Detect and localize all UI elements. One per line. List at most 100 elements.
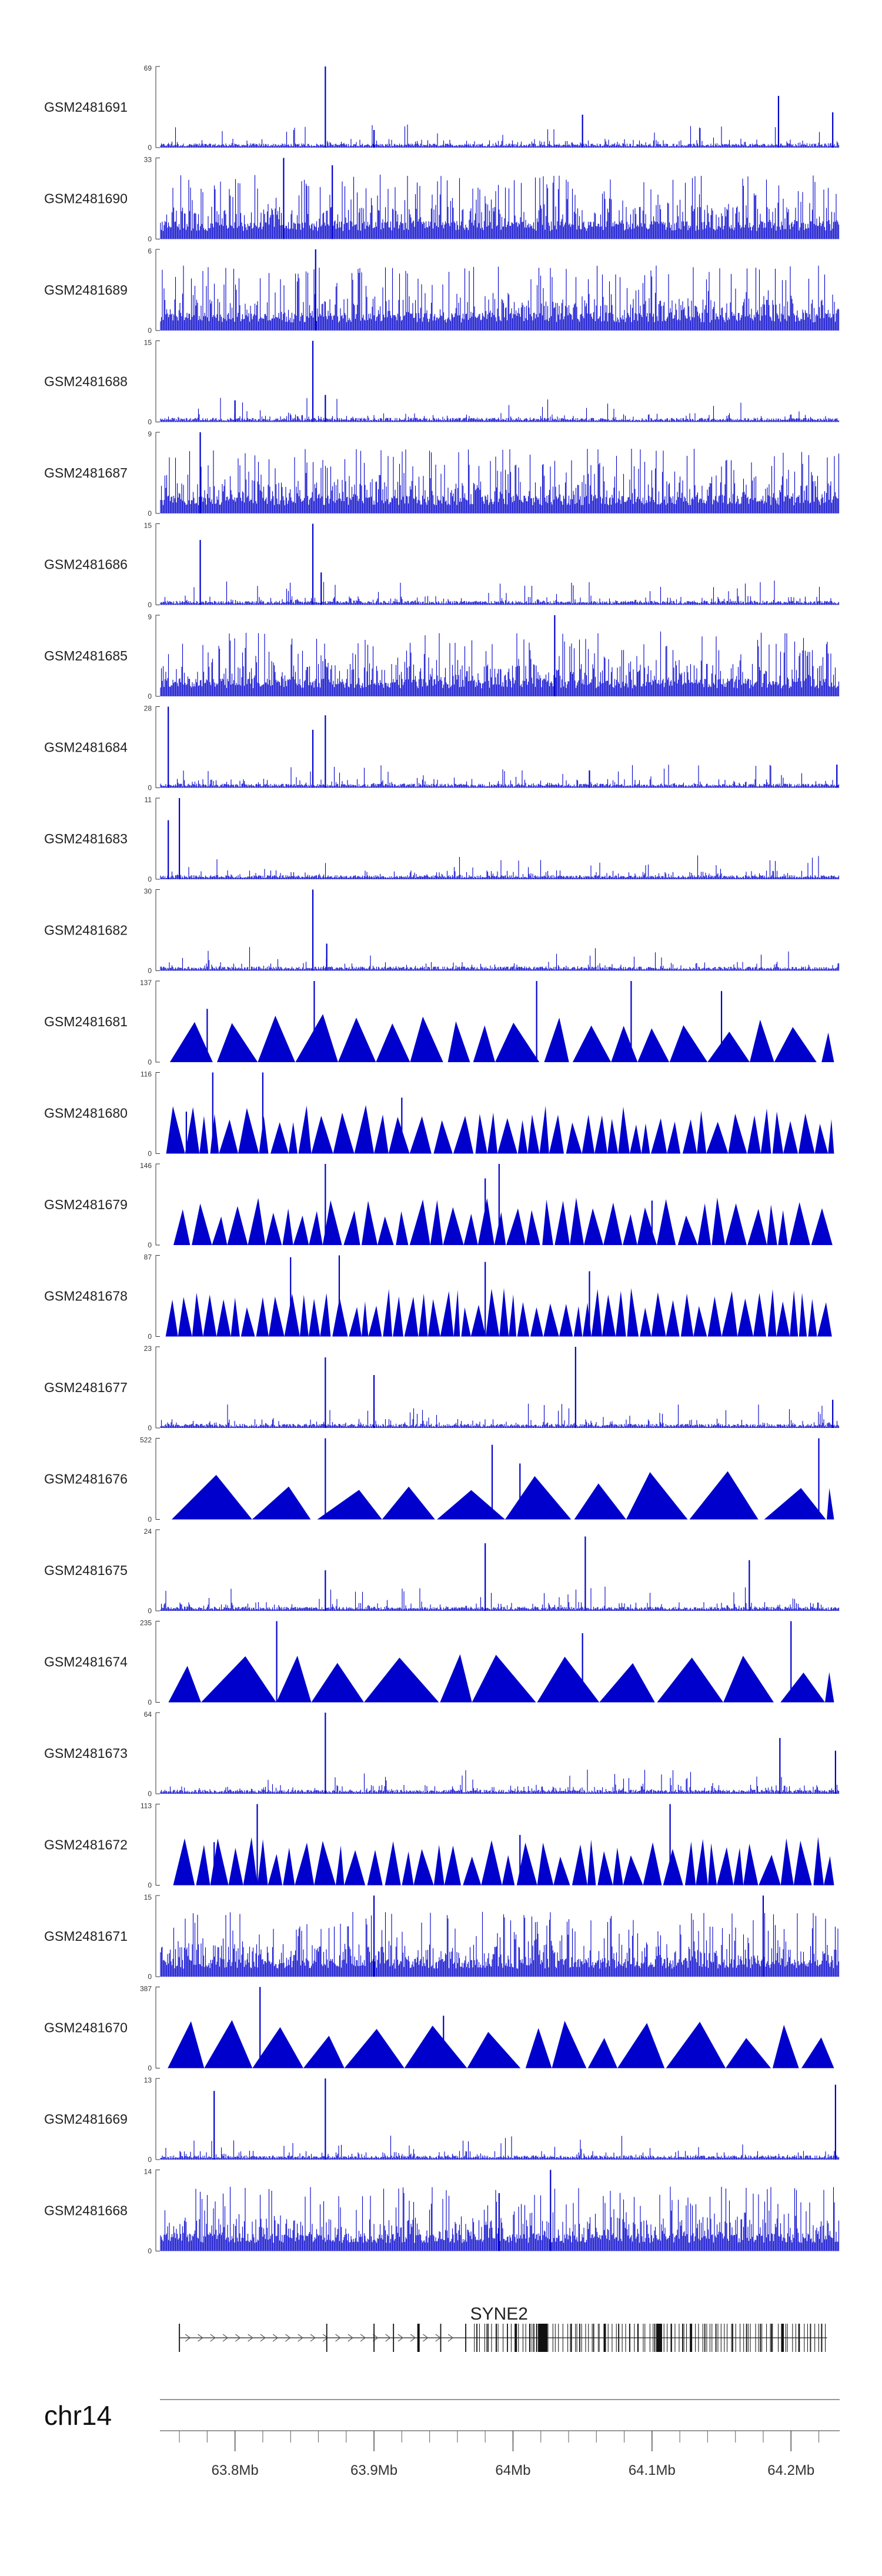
gene-exon — [496, 2324, 497, 2352]
y-max-label: 15 — [144, 339, 152, 347]
y-max-label: 28 — [144, 705, 152, 713]
signal-triangles — [166, 1105, 834, 1154]
gene-exon — [761, 2324, 763, 2352]
strand-arrow — [385, 2334, 391, 2342]
gene-exon — [799, 2324, 800, 2352]
gene-exon — [637, 2324, 638, 2352]
axis-tick-label: 63.8Mb — [212, 2462, 259, 2478]
strand-arrow — [260, 2334, 266, 2342]
gene-exon — [750, 2324, 751, 2352]
gene-exon — [637, 2324, 639, 2352]
gene-exon — [656, 2324, 662, 2352]
gene-exon — [760, 2324, 761, 2352]
y-max-label: 11 — [145, 796, 152, 804]
strand-arrow — [198, 2334, 203, 2342]
gene-exon — [179, 2324, 181, 2352]
gene-exon — [821, 2324, 823, 2352]
strand-arrow — [397, 2334, 403, 2342]
track-GSM2481669: GSM2481669 13 0 — [44, 2076, 840, 2164]
strand-arrow — [222, 2334, 229, 2342]
track-label: GSM2481678 — [44, 1289, 128, 1304]
gene-exon — [510, 2324, 512, 2352]
gene-exon — [326, 2324, 328, 2352]
y-min-label: 0 — [148, 875, 152, 883]
track-GSM2481686: GSM2481686 15 0 — [44, 522, 840, 609]
track-GSM2481680: GSM2481680 116 0 — [44, 1070, 834, 1158]
gene-exon — [792, 2324, 793, 2352]
signal-triangles — [168, 2020, 834, 2068]
gene-exon — [807, 2324, 808, 2352]
signal-triangles — [165, 1288, 832, 1337]
track-label: GSM2481690 — [44, 191, 128, 206]
track-GSM2481679: GSM2481679 146 0 — [44, 1162, 833, 1249]
gene-exon — [814, 2324, 816, 2352]
genome-axis: chr14 63.8Mb 63.9Mb 64Mb 64.1Mb 64.2Mb — [44, 2399, 840, 2478]
gene-exon — [690, 2324, 691, 2352]
gene-exon — [670, 2324, 671, 2352]
track-GSM2481688: GSM2481688 15 0 — [44, 339, 840, 426]
gene-exon — [486, 2324, 487, 2352]
track-label: GSM2481676 — [44, 1471, 128, 1487]
y-max-label: 64 — [144, 1710, 152, 1719]
signal-bars — [160, 1770, 840, 1794]
gene-exon — [743, 2324, 744, 2352]
track-label: GSM2481687 — [44, 465, 128, 481]
gene-exon — [698, 2324, 699, 2352]
track-label: GSM2481685 — [44, 648, 128, 663]
gene-exon — [479, 2324, 480, 2352]
signal-bars — [160, 1586, 840, 1611]
track-GSM2481668: GSM2481668 14 0 — [44, 2168, 840, 2255]
gene-exon — [644, 2324, 646, 2352]
y-min-label: 0 — [148, 1973, 152, 1981]
strand-arrow — [185, 2334, 191, 2342]
gene-exon — [538, 2324, 548, 2352]
gene-exon — [622, 2324, 623, 2352]
gene-exon — [747, 2324, 749, 2352]
y-min-label: 0 — [148, 2155, 152, 2164]
strand-arrow — [447, 2334, 454, 2342]
gene-exon — [810, 2324, 811, 2352]
strand-arrow — [235, 2334, 241, 2342]
y-max-label: 116 — [141, 1070, 152, 1079]
y-min-label: 0 — [148, 144, 152, 152]
gene-exon — [514, 2324, 516, 2352]
gene-exon — [373, 2324, 375, 2352]
track-GSM2481673: GSM2481673 64 0 — [44, 1710, 840, 1798]
track-GSM2481674: GSM2481674 235 0 — [44, 1619, 834, 1707]
gene-exon — [440, 2324, 442, 2352]
signal-bars — [160, 947, 840, 971]
gene-exon — [593, 2324, 594, 2352]
gene-exon — [518, 2324, 519, 2352]
gene-exon — [588, 2324, 589, 2352]
gene-exon — [787, 2324, 788, 2352]
gene-exon — [717, 2324, 719, 2352]
gene-exon — [529, 2324, 530, 2352]
signal-triangles — [169, 1014, 834, 1062]
strand-arrow — [210, 2334, 216, 2342]
gene-exon — [706, 2324, 707, 2352]
gene-exon — [607, 2324, 609, 2352]
gene-exon — [567, 2324, 569, 2352]
gene-exon — [674, 2324, 676, 2352]
gene-exon — [554, 2324, 556, 2352]
track-label: GSM2481674 — [44, 1654, 128, 1670]
y-min-label: 0 — [148, 1699, 152, 1707]
strand-arrow — [248, 2334, 253, 2342]
y-min-label: 0 — [148, 235, 152, 243]
track-label: GSM2481671 — [44, 1928, 128, 1944]
gene-exon — [695, 2324, 696, 2352]
gene-exon — [487, 2324, 489, 2352]
signal-bars — [160, 855, 840, 879]
y-min-label: 0 — [148, 2064, 152, 2073]
y-max-label: 9 — [148, 430, 152, 438]
y-min-label: 0 — [148, 1241, 152, 1249]
gene-exon — [682, 2324, 683, 2352]
signal-bars — [160, 449, 840, 513]
strand-arrow — [272, 2334, 279, 2342]
gene-exon — [603, 2324, 606, 2352]
y-max-label: 23 — [144, 1344, 152, 1353]
y-max-label: 69 — [144, 64, 152, 72]
gene-exon — [547, 2324, 549, 2352]
gene-exon — [592, 2324, 593, 2352]
track-GSM2481690: GSM2481690 33 0 — [44, 156, 840, 243]
